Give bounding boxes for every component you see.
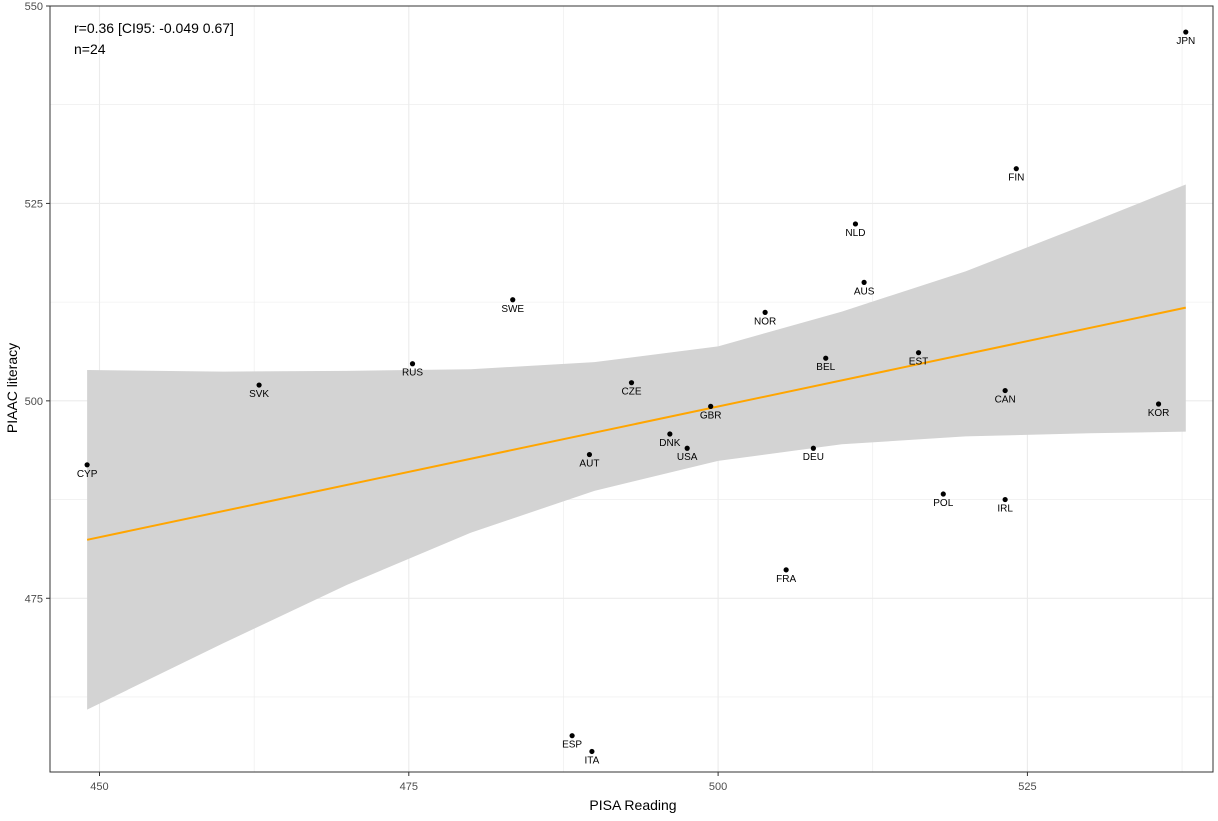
point-label-deu: DEU: [803, 452, 824, 463]
point-bel: [823, 355, 829, 361]
points-layer: [84, 29, 1189, 755]
point-label-aut: AUT: [579, 459, 599, 470]
y-axis-title: PIAAC literacy: [4, 343, 20, 433]
y-tick-label: 475: [25, 593, 43, 605]
y-tick-label: 500: [25, 396, 43, 408]
point-svk: [256, 382, 262, 388]
point-label-pol: POL: [933, 498, 953, 509]
panel-border: [49, 5, 1214, 773]
point-label-gbr: GBR: [700, 410, 722, 421]
point-can: [1002, 387, 1008, 394]
point-gbr: [708, 403, 714, 409]
point-cze: [628, 380, 635, 386]
count-annotation: n=24: [74, 41, 106, 57]
point-label-fin: FIN: [1008, 173, 1024, 184]
point-label-dnk: DNK: [659, 438, 680, 449]
point-label-svk: SVK: [249, 389, 269, 400]
point-label-bel: BEL: [816, 362, 835, 373]
point-cyp: [84, 462, 90, 468]
x-tick-label: 500: [709, 781, 727, 793]
point-aut: [586, 451, 593, 458]
point-rus: [409, 361, 416, 367]
point-label-nld: NLD: [845, 228, 865, 239]
point-label-usa: USA: [677, 452, 698, 463]
point-label-jpn: JPN: [1176, 36, 1195, 47]
point-label-nor: NOR: [754, 316, 776, 327]
point-label-est: EST: [909, 357, 928, 368]
point-label-irl: IRL: [997, 504, 1013, 515]
x-tick-label: 475: [400, 781, 418, 793]
y-tick-label: 525: [25, 198, 43, 210]
point-labels-layer: JPN FIN NLD AUS SWE NOR EST BEL RUS CZE SVK CAN KOR G…: [77, 36, 1195, 766]
point-pol: [940, 491, 946, 497]
point-esp: [569, 733, 575, 739]
point-label-cyp: CYP: [77, 469, 98, 480]
point-label-swe: SWE: [501, 304, 524, 315]
point-deu: [810, 445, 816, 451]
point-label-kor: KOR: [1148, 408, 1170, 419]
point-swe: [510, 297, 516, 303]
point-fin: [1013, 166, 1019, 172]
point-aus: [861, 279, 867, 285]
x-tick-label: 525: [1018, 781, 1036, 793]
x-axis-title: PISA Reading: [589, 797, 676, 813]
point-label-fra: FRA: [776, 574, 796, 585]
fit-line-layer: [86, 306, 1186, 541]
point-fra: [783, 567, 789, 573]
point-label-can: CAN: [995, 395, 1016, 406]
x-tick-label: 450: [90, 781, 108, 793]
point-est: [915, 350, 922, 356]
confidence-band-layer: [87, 184, 1186, 710]
point-irl: [1002, 496, 1008, 503]
point-label-esp: ESP: [562, 740, 582, 751]
point-nor: [762, 309, 768, 315]
point-kor: [1155, 401, 1162, 407]
correlation-annotation: r=0.36 [CI95: -0.049 0.67]: [74, 20, 234, 36]
point-label-rus: RUS: [402, 368, 423, 379]
point-dnk: [667, 431, 673, 437]
confidence-band: [87, 184, 1186, 710]
point-jpn: [1183, 29, 1189, 35]
regression-line: [86, 306, 1186, 541]
axes-layer: 450 475 500 525 475 500 525 550: [25, 1, 1037, 793]
point-label-cze: CZE: [622, 387, 642, 398]
point-label-aus: AUS: [854, 286, 875, 297]
point-label-ita: ITA: [584, 755, 599, 766]
point-nld: [852, 221, 859, 227]
point-ita: [589, 748, 595, 755]
point-usa: [684, 445, 690, 451]
y-tick-label: 550: [25, 1, 43, 13]
